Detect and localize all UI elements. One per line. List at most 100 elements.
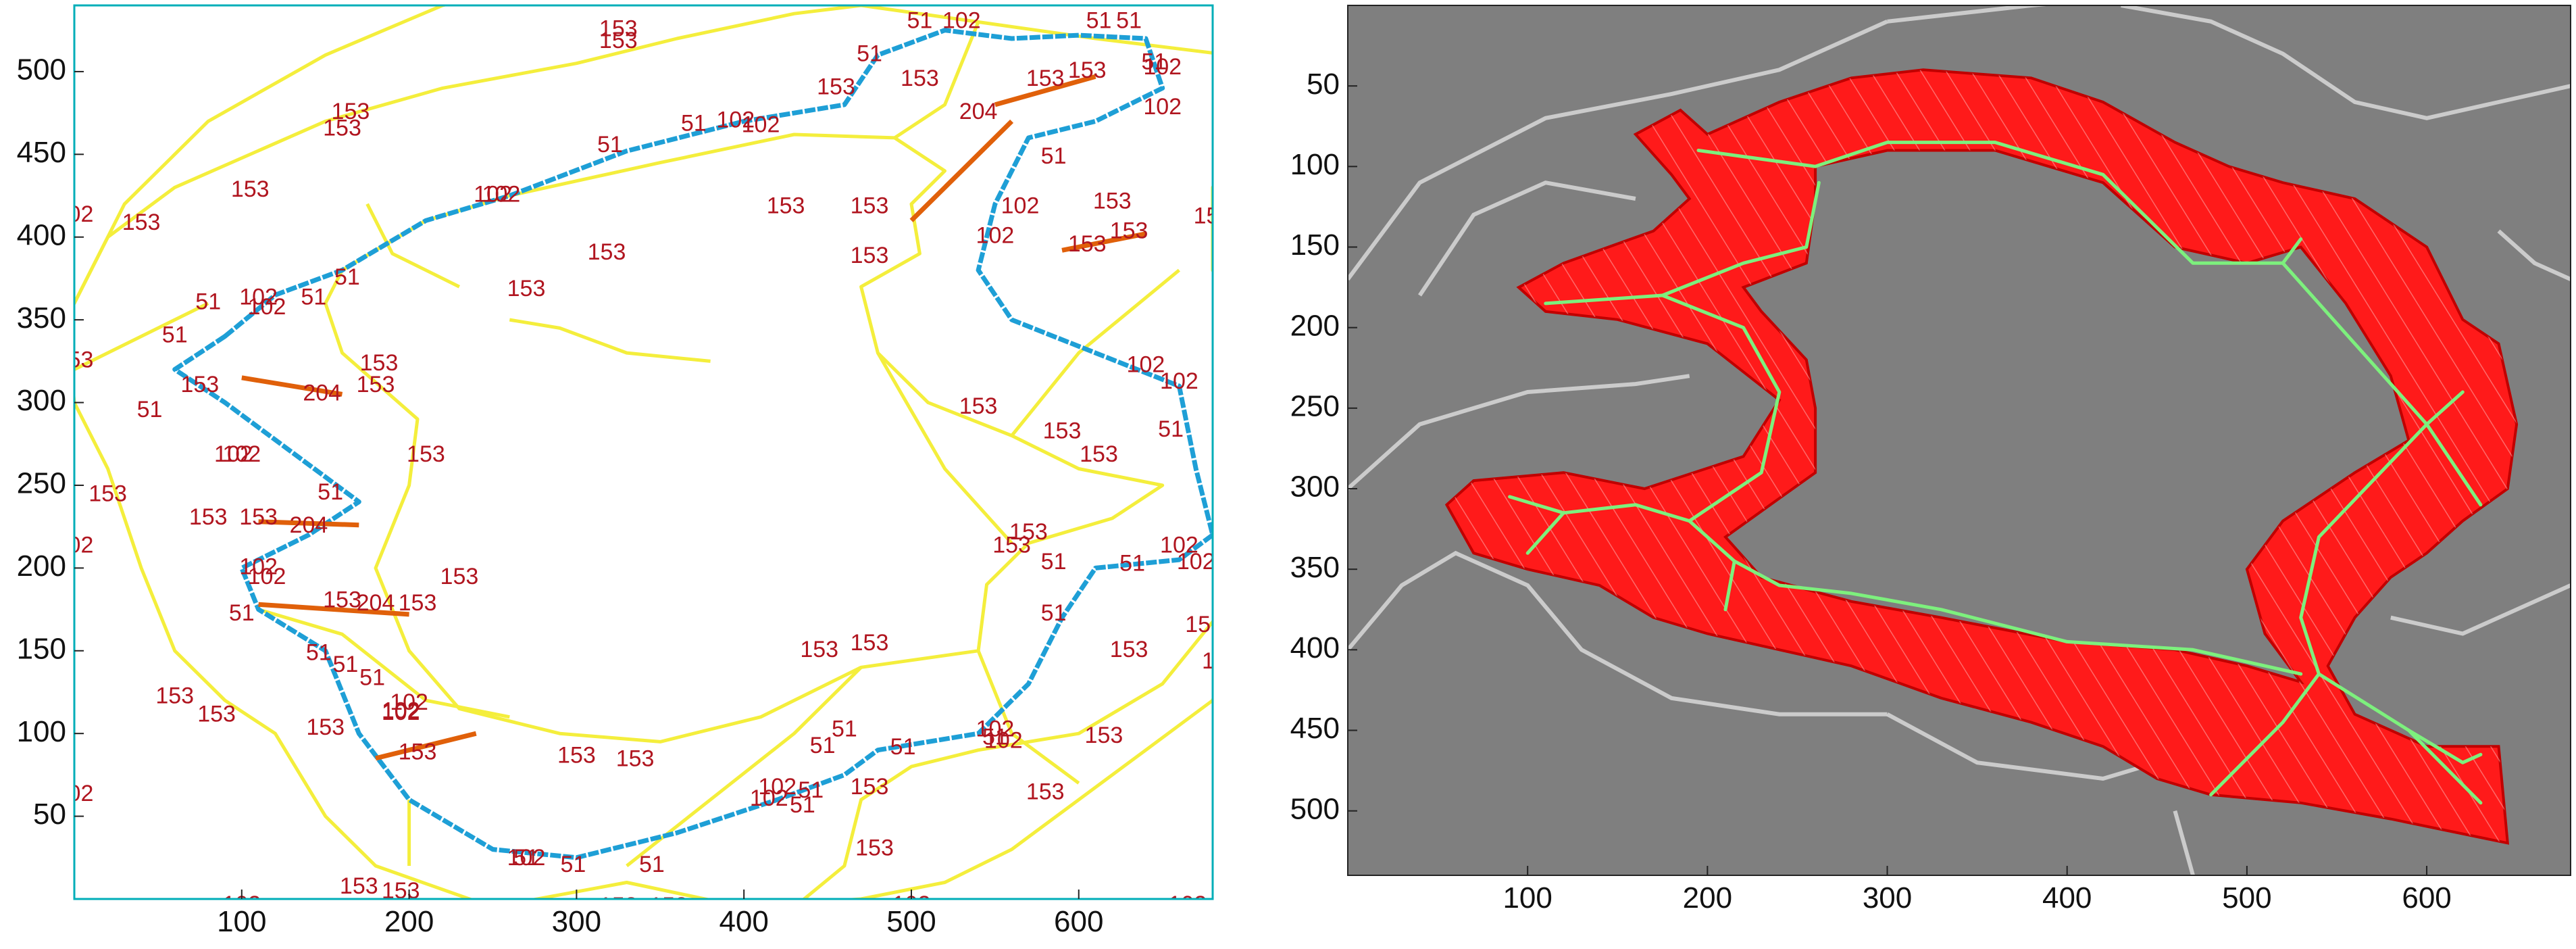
contour-label: 102 xyxy=(1168,892,1207,917)
contour-label: 51 xyxy=(229,600,255,626)
contour-label: 51 xyxy=(359,664,385,690)
contour-label: 153 xyxy=(357,372,395,397)
contour-label: 102 xyxy=(222,441,261,467)
contour-153-branch-3 xyxy=(1010,268,1180,437)
contour-label: 153 xyxy=(507,276,546,301)
right-medial-axis xyxy=(1508,141,2483,805)
contour-label: 153 xyxy=(1026,779,1065,804)
medial-axis-segment-5 xyxy=(2209,672,2321,797)
medial-axis-segment-2 xyxy=(2425,422,2483,507)
y-tick-label: 200 xyxy=(17,550,66,583)
contour-label: 51 xyxy=(597,132,623,157)
y-tick-label: 250 xyxy=(1290,389,1340,422)
contour-label: 102 xyxy=(641,0,680,9)
contour-label: 51 xyxy=(334,264,360,290)
contour-label: 153 xyxy=(197,701,236,727)
contour-label: 153 xyxy=(1085,723,1123,748)
contour-label: 153 xyxy=(616,746,655,771)
contour-label: 153 xyxy=(155,683,194,708)
contour-label: 102 xyxy=(942,7,981,33)
contour-label: 51 xyxy=(832,716,857,741)
x-tick-label: 300 xyxy=(552,905,601,938)
contour-153-branch-8 xyxy=(876,351,1013,545)
contour-label: 51 xyxy=(301,284,326,310)
contour-label: 102 xyxy=(214,441,253,467)
y-tick-label: 300 xyxy=(1290,470,1340,504)
medial-axis-segment-0 xyxy=(1696,141,2303,265)
contour-label: 153 xyxy=(1210,24,1248,50)
contour-label: 153 xyxy=(440,564,479,589)
contour-label: 102 xyxy=(716,107,755,132)
contour-label: 102 xyxy=(239,554,278,579)
y-tick-label: 350 xyxy=(1290,551,1340,584)
contour-label: 153 xyxy=(588,239,626,265)
contour-label: 102 xyxy=(248,294,286,320)
contour-label: 51 xyxy=(1141,49,1167,75)
contour-label: 51 xyxy=(681,110,707,136)
x-tick-label: 100 xyxy=(217,905,266,938)
contour-label: 153 xyxy=(1110,218,1148,243)
contour-label: 153 xyxy=(407,441,445,467)
contour-label: 204 xyxy=(357,590,395,616)
y-tick-label: 350 xyxy=(17,301,66,335)
contour-label: 153 xyxy=(323,116,361,141)
contour-label: 102 xyxy=(382,698,420,723)
contour-label: 51 xyxy=(1086,7,1112,33)
contour-label: 153 xyxy=(855,835,894,861)
contour-51-main xyxy=(172,28,1213,860)
x-tick-label: 500 xyxy=(886,905,936,938)
contour-label: 51 xyxy=(857,41,882,66)
contour-label: 51 xyxy=(306,640,332,666)
contour-label: 51 xyxy=(1116,7,1142,33)
contour-label: 102 xyxy=(1177,549,1215,575)
contour-label: 153 xyxy=(1043,418,1082,444)
contour-label: 153 xyxy=(189,504,228,530)
y-tick-label: 100 xyxy=(1290,148,1340,181)
x-tick-label: 200 xyxy=(384,905,434,938)
contour-label: 51 xyxy=(907,7,932,33)
contour-label: 51 xyxy=(162,322,188,348)
y-tick-label: 400 xyxy=(17,218,66,251)
ridge-line-9 xyxy=(2173,810,2195,875)
contour-label: 102 xyxy=(239,284,278,310)
contour-204-segment-1 xyxy=(258,519,359,528)
contour-label: 153 xyxy=(89,481,127,507)
left-plot-background xyxy=(74,5,1213,899)
contour-label: 153 xyxy=(959,393,998,419)
contour-label: 102 xyxy=(1143,94,1182,120)
contour-153-branch-9 xyxy=(74,301,209,371)
contour-label: 153 xyxy=(817,74,855,99)
contour-label: 153 xyxy=(649,893,688,919)
contour-label: 153 xyxy=(851,774,889,800)
contour-label: 153 xyxy=(851,193,889,219)
left-y-axis-ticks: 50 100 150 200 250 300 350 400 450 500 xyxy=(17,53,84,831)
contour-label: 102 xyxy=(1127,352,1165,378)
contour-153-branch-2 xyxy=(509,318,711,363)
contour-label: 102 xyxy=(1210,276,1248,301)
ridge-line-2 xyxy=(2121,5,2571,120)
contour-label: 102 xyxy=(373,0,411,9)
x-tick-label: 600 xyxy=(1054,905,1103,938)
contour-label: 102 xyxy=(105,0,144,9)
y-tick-label: 150 xyxy=(1290,228,1340,262)
contour-label: 51 xyxy=(195,289,221,315)
contour-label: 51 xyxy=(513,845,539,871)
contour-label: 102 xyxy=(55,781,94,806)
contour-label: 153 xyxy=(851,630,889,656)
right-image-panel: 100 200 300 400 500 600 50 100 150 200 250 300 350 4… xyxy=(1290,5,2571,915)
contour-label: 153 xyxy=(180,372,219,397)
x-tick-label: 600 xyxy=(2402,881,2451,915)
left-contour-labels: 1021021021531531531535151511021021531535… xyxy=(55,0,1248,919)
contour-label: 153 xyxy=(306,714,345,740)
contour-label: 102 xyxy=(984,727,1023,753)
contour-label: 204 xyxy=(290,512,328,538)
contour-label: 51 xyxy=(1041,143,1067,169)
contour-label: 153 xyxy=(1194,203,1232,228)
contour-label: 51 xyxy=(1041,549,1067,575)
y-tick-label: 50 xyxy=(1307,68,1340,101)
contour-label: 102 xyxy=(1160,368,1198,394)
contour-label: 153 xyxy=(231,176,270,202)
contour-label: 153 xyxy=(767,193,805,219)
y-tick-label: 300 xyxy=(17,384,66,417)
contour-204-segment-3 xyxy=(909,119,1014,222)
